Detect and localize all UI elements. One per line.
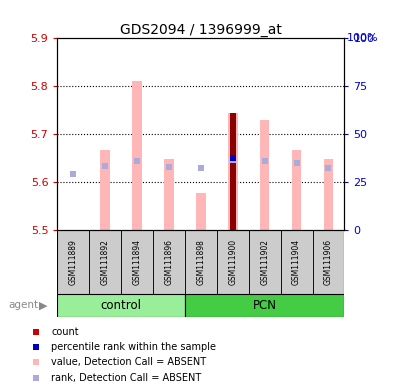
Bar <box>184 230 216 294</box>
Text: ▶: ▶ <box>39 300 47 310</box>
Bar <box>164 159 173 230</box>
Bar <box>216 230 248 294</box>
Bar <box>89 230 121 294</box>
Text: GSM111892: GSM111892 <box>101 239 110 285</box>
Bar <box>280 230 312 294</box>
Text: GSM111902: GSM111902 <box>260 239 269 285</box>
Bar <box>132 81 142 230</box>
Bar <box>259 120 269 230</box>
Text: GSM111906: GSM111906 <box>323 239 332 285</box>
Bar <box>153 230 184 294</box>
Text: GSM111900: GSM111900 <box>228 239 237 285</box>
Text: GSM111894: GSM111894 <box>132 239 141 285</box>
Text: 100%: 100% <box>346 33 378 43</box>
Bar <box>100 150 110 230</box>
Text: GSM111904: GSM111904 <box>291 239 300 285</box>
Bar <box>57 294 184 317</box>
Bar <box>248 230 280 294</box>
Bar <box>227 113 237 230</box>
Bar <box>312 230 344 294</box>
Text: GSM111896: GSM111896 <box>164 239 173 285</box>
Text: agent: agent <box>8 300 38 310</box>
Text: GSM111898: GSM111898 <box>196 239 205 285</box>
Bar <box>323 159 333 230</box>
Bar <box>196 193 205 230</box>
Bar <box>184 294 344 317</box>
Text: rank, Detection Call = ABSENT: rank, Detection Call = ABSENT <box>51 372 201 383</box>
Bar <box>57 230 89 294</box>
Title: GDS2094 / 1396999_at: GDS2094 / 1396999_at <box>120 23 281 37</box>
Text: count: count <box>51 327 79 337</box>
Text: control: control <box>101 299 142 312</box>
Bar <box>121 230 153 294</box>
Text: GSM111889: GSM111889 <box>69 239 78 285</box>
Text: percentile rank within the sample: percentile rank within the sample <box>51 342 216 352</box>
Bar <box>291 150 301 230</box>
Text: value, Detection Call = ABSENT: value, Detection Call = ABSENT <box>51 358 206 367</box>
Text: PCN: PCN <box>252 299 276 312</box>
Bar <box>229 113 235 230</box>
